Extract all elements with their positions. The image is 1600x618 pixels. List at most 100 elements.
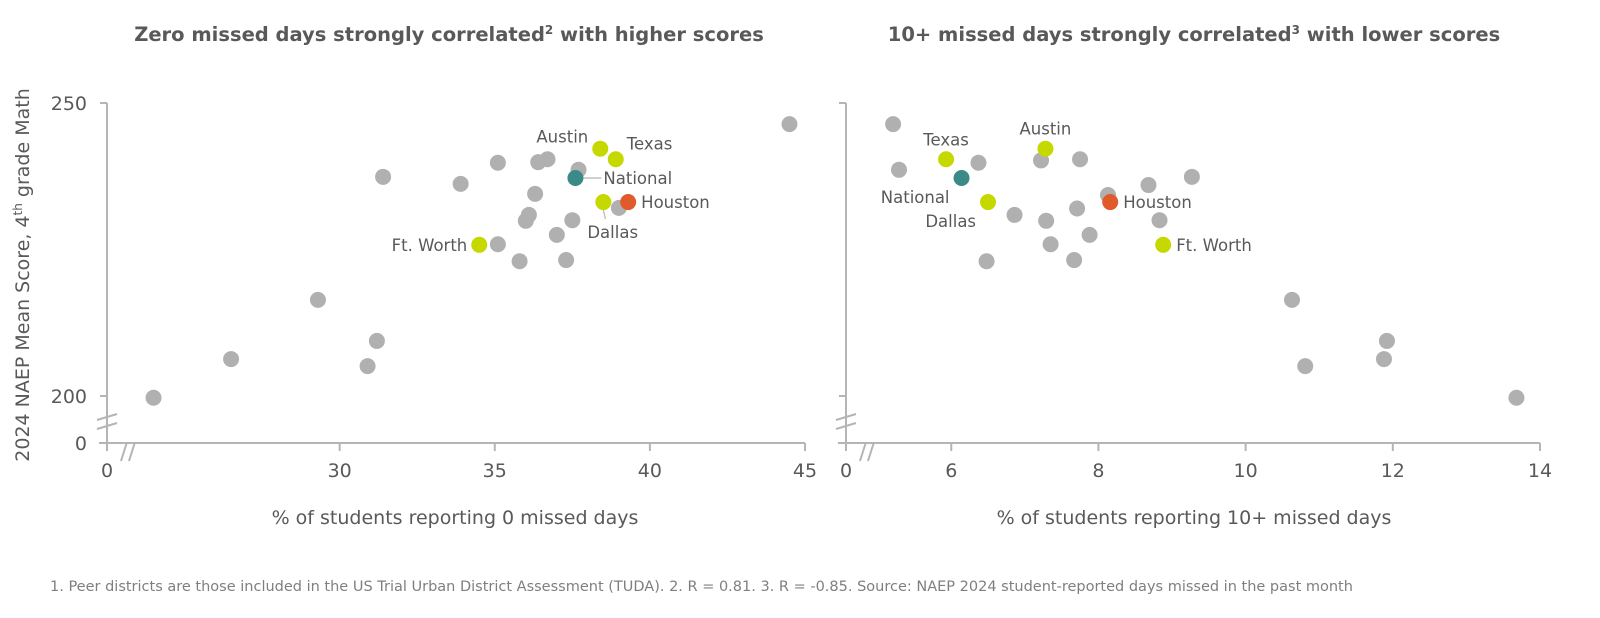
left-scatter-chart: 0 30 35 40 45 250 200 0 Austin Texas National Dall… [51,93,817,529]
right-points [885,116,1525,406]
left-point [375,168,392,185]
right-axes [835,102,1541,462]
right-point [1006,206,1023,223]
right-point-houston [1102,194,1119,211]
left-point [781,116,798,133]
left-point [223,351,240,368]
right-point [978,253,995,270]
left-point-texas [607,151,624,168]
left-point-ft-worth [471,236,488,253]
left-leader-lines [583,177,606,220]
right-chart-title: 10+ missed days strongly correlated3 wit… [888,23,1500,46]
left-point [511,253,528,270]
left-point [145,389,162,406]
left-point-houston [620,194,637,211]
right-x-tick-label: 10 [1234,460,1258,482]
left-chart-title: Zero missed days strongly correlated2 wi… [134,23,764,46]
right-point-ft-worth [1155,236,1172,253]
left-point-label: Ft. Worth [392,236,468,255]
left-axes [96,102,806,462]
right-point [1283,291,1300,308]
left-point [564,212,581,229]
right-point [1072,151,1089,168]
left-x-axis-title: % of students reporting 0 missed days [272,507,639,529]
right-point [885,116,902,133]
left-x-break-mark-1 [120,441,128,462]
right-point [1038,212,1055,229]
left-x-tick-label: 40 [638,460,662,482]
right-x-tick-label: 6 [945,460,957,482]
right-point-label: Texas [922,130,969,149]
right-point [1066,252,1083,269]
right-point [970,154,987,171]
left-point-label: National [603,169,672,188]
left-point [527,185,544,202]
right-point [890,161,907,178]
right-x-break-mark-1 [859,441,867,462]
right-point [1183,168,1200,185]
right-point-texas [938,151,955,168]
left-point [309,291,326,308]
right-point [1151,212,1168,229]
left-title-main: Zero missed days strongly correlated [134,23,545,46]
right-point-dallas [980,194,997,211]
right-scatter-chart: 0 6 8 10 12 14 Texas Austin National Dallas Houst… [835,102,1552,529]
left-point [489,154,506,171]
right-point-label: Austin [1020,120,1072,139]
left-point [539,151,556,168]
right-x-axis-title: % of students reporting 10+ missed days [997,507,1392,529]
right-point [1297,358,1314,375]
right-x-tick-label: 12 [1381,460,1405,482]
y-tick-label: 0 [75,433,87,455]
right-point [1042,236,1059,253]
left-leader-line [602,209,606,220]
right-point-labels: Texas Austin National Dallas Houston Ft. Wort… [881,120,1252,255]
left-point [548,226,565,243]
y-tick-label: 200 [51,386,87,408]
y-tick-label: 250 [51,93,87,115]
left-x-tick-label: 0 [101,460,113,482]
left-point [359,358,376,375]
left-y-break-mark-2 [96,422,118,430]
left-point [452,175,469,192]
right-point-label: Ft. Worth [1176,236,1252,255]
y-axis-title: 2024 NAEP Mean Score, 4th grade Math [11,88,34,461]
left-x-tick-label: 45 [793,460,817,482]
right-x-break-mark-2 [867,441,875,462]
right-point-label: Dallas [925,212,976,231]
right-point [1375,351,1392,368]
right-point [1081,226,1098,243]
left-point-label: Dallas [587,223,638,242]
left-title-end: with higher scores [553,23,764,46]
right-point [1069,200,1086,217]
left-x-break-mark-2 [128,441,136,462]
left-point-austin [592,140,609,157]
right-tick-labels: 0 6 8 10 12 14 [840,460,1552,482]
left-tick-labels: 0 30 35 40 45 250 200 0 [51,93,817,482]
y-axis-title-main: 2024 NAEP Mean Score, 4 [12,215,34,461]
right-point-label: Houston [1123,193,1192,212]
right-point-label: National [881,188,950,207]
left-points [145,116,798,406]
left-point-national [567,170,584,187]
right-title-superscript: 3 [1292,23,1300,37]
right-point-national [953,170,970,187]
right-title-end: with lower scores [1300,23,1500,46]
left-x-tick-label: 35 [483,460,507,482]
left-point-label: Austin [536,128,588,147]
left-point-label: Texas [626,134,673,153]
left-point [558,252,575,269]
right-y-break-mark-1 [835,413,857,421]
left-title-superscript: 2 [545,23,553,37]
left-point [520,206,537,223]
right-x-tick-label: 14 [1528,460,1552,482]
left-point [368,332,385,349]
right-title-main: 10+ missed days strongly correlated [888,23,1292,46]
right-point [1508,389,1525,406]
right-point-austin [1037,140,1054,157]
y-axis-title-end: grade Math [12,88,34,203]
left-x-tick-label: 30 [328,460,352,482]
right-y-break-mark-2 [835,422,857,430]
